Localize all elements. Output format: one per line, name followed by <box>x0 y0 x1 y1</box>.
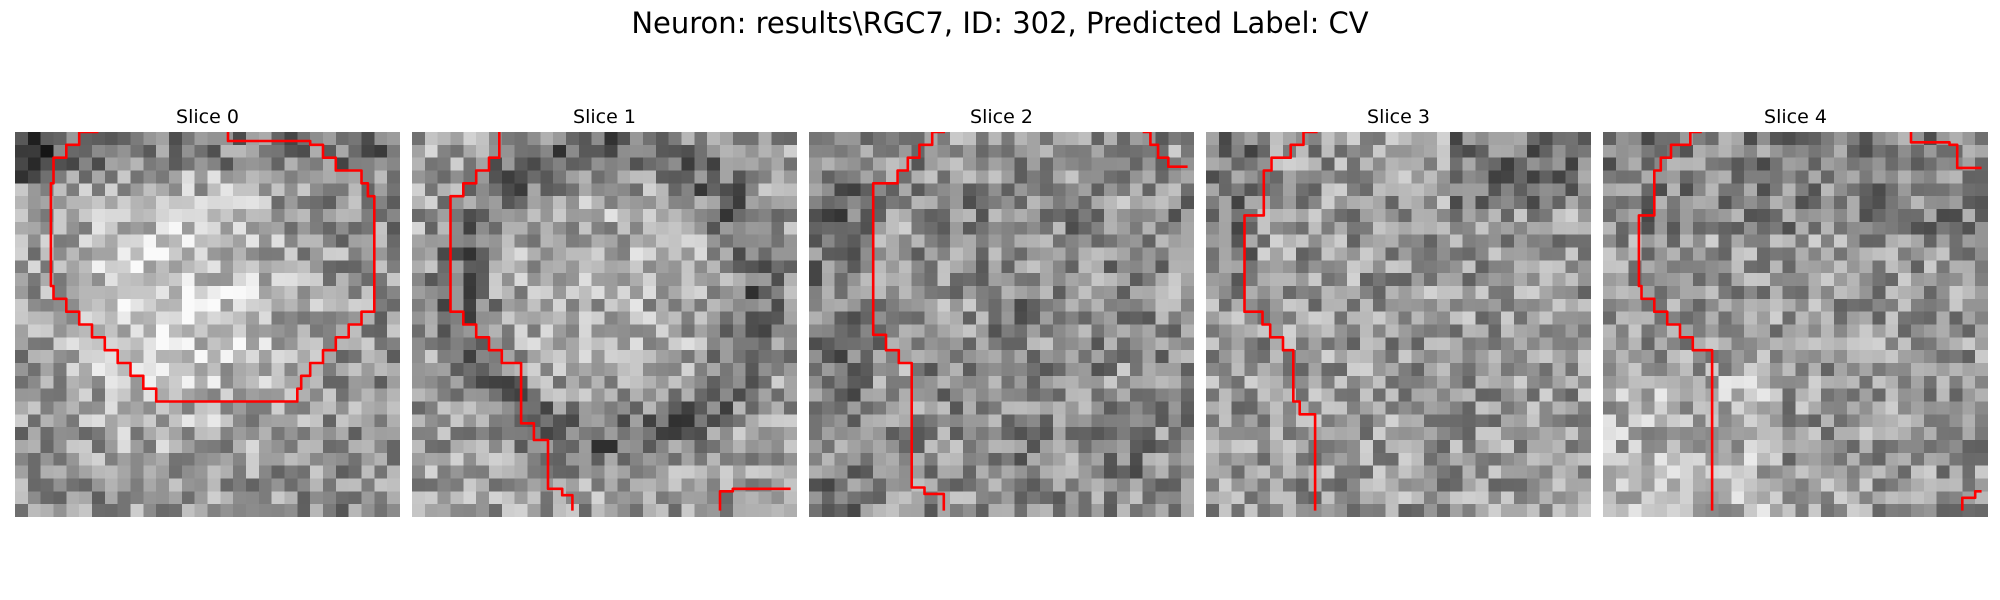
slice-title: Slice 0 <box>176 106 239 128</box>
slice-title: Slice 2 <box>970 106 1033 128</box>
slice-image <box>15 132 400 517</box>
segmentation-contour <box>1142 132 1188 168</box>
slice-title: Slice 4 <box>1764 106 1827 128</box>
segmentation-contour <box>1909 132 1982 170</box>
segmentation-contour <box>1243 132 1318 511</box>
pixel-grid <box>809 132 1194 517</box>
pixel-grid <box>412 132 797 517</box>
slice-panel-4: Slice 4 <box>1603 106 1988 517</box>
segmentation-contour <box>1637 132 1714 511</box>
slice-image <box>1603 132 1988 517</box>
slice-title: Slice 1 <box>573 106 636 128</box>
slice-image <box>412 132 797 517</box>
slice-panel-1: Slice 1 <box>412 106 797 517</box>
pixel-grid <box>1206 132 1591 517</box>
pixel-grid <box>1603 132 1988 517</box>
slice-image <box>809 132 1194 517</box>
segmentation-contour <box>871 132 946 511</box>
segmentation-contour <box>718 487 791 511</box>
pixel-grid <box>15 132 400 517</box>
slice-image <box>1206 132 1591 517</box>
segmentation-contour <box>49 132 376 403</box>
slice-panel-2: Slice 2 <box>809 106 1194 517</box>
slice-panel-0: Slice 0 <box>15 106 400 517</box>
slice-panel-3: Slice 3 <box>1206 106 1591 517</box>
segmentation-contour <box>1961 490 1982 511</box>
figure-title: Neuron: results\RGC7, ID: 302, Predicted… <box>631 6 1369 40</box>
segmentation-contour <box>449 132 574 511</box>
slice-title: Slice 3 <box>1367 106 1430 128</box>
